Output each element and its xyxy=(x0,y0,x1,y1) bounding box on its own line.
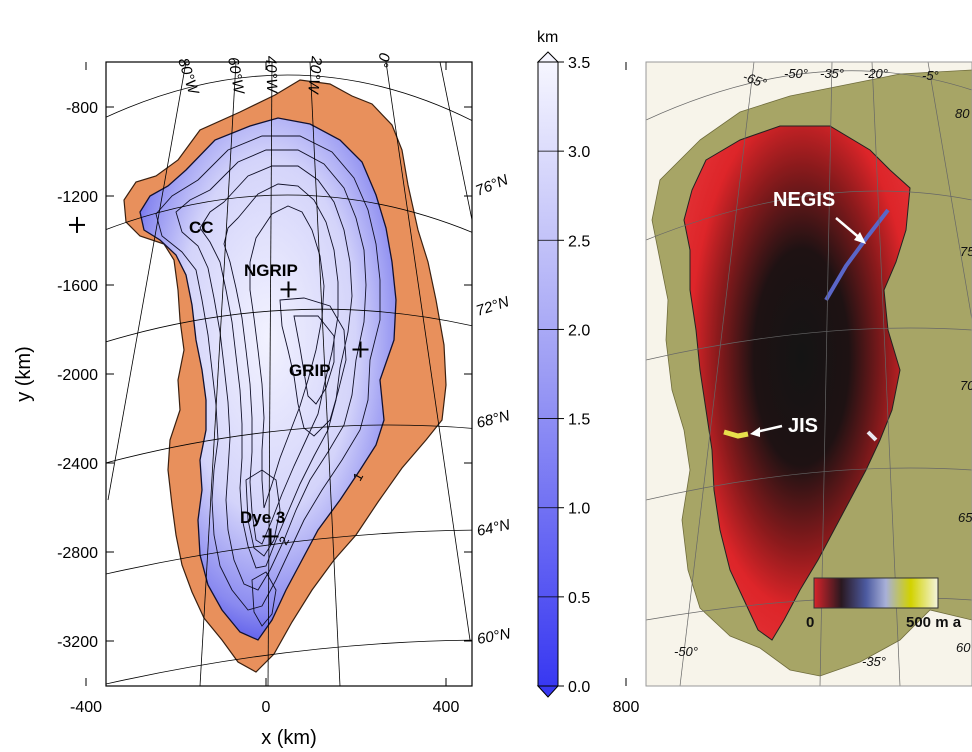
site-label-cc: CC xyxy=(189,218,214,237)
colorbar-tick-label: 2.0 xyxy=(568,322,590,339)
site-label-dye3: Dye 3 xyxy=(240,508,285,527)
lon-label-0: 0° xyxy=(374,51,393,68)
colorbar-bottom-arrow xyxy=(536,685,560,698)
annotation-jis: JIS xyxy=(788,415,818,437)
y-tick-label: -2000 xyxy=(57,367,98,384)
colorbar-top-arrow xyxy=(536,51,560,63)
x-axis-label: x (km) xyxy=(261,727,317,749)
colorbar: km 3.5 3.0 2.5 2.0 1.5 1.0 0.5 0.0 xyxy=(536,29,590,698)
y-tick-label: -800 xyxy=(66,100,98,117)
lat-label-68n: 68°N xyxy=(475,407,512,432)
lon-label-40w: 40°W xyxy=(262,56,280,95)
x-tick-label: 400 xyxy=(433,699,460,716)
site-marker-grip xyxy=(352,341,369,358)
southeast-stream xyxy=(866,430,878,442)
right-map-frame xyxy=(645,61,972,687)
right-lon-label-20: -20° xyxy=(864,66,888,81)
colorbar-tick-label: 3.5 xyxy=(568,55,590,72)
jis-arrow xyxy=(755,424,783,434)
site-marker-cc xyxy=(69,216,85,233)
left-map: 1 2 CC NGRIP GRIP Dye 3 80°W 60°W 40°W 2… xyxy=(13,51,639,749)
ice-sheet xyxy=(139,117,397,641)
y-tick-label: -1200 xyxy=(57,189,98,206)
jis-arrowhead xyxy=(750,427,760,437)
left-graticule xyxy=(106,62,472,686)
y-tick-label: -1600 xyxy=(57,278,98,295)
y-tick-label: -2400 xyxy=(57,456,98,473)
jis-stream xyxy=(723,429,749,439)
right-lat-label-65: 65 xyxy=(958,510,972,525)
right-lon-label-50: -50° xyxy=(784,66,808,81)
lat-label-64n: 64°N xyxy=(475,516,511,540)
colorbar-gradient xyxy=(537,61,559,687)
right-lat-label-60: 60 xyxy=(956,640,971,655)
velocity-colorbar xyxy=(813,577,939,609)
x-tick-label: 0 xyxy=(262,699,271,716)
lon-label-60w: 60°W xyxy=(224,56,247,97)
site-markers xyxy=(69,216,369,545)
colorbar-unit: km xyxy=(537,29,558,46)
right-lat-label-75: 75 xyxy=(960,244,972,259)
annotation-negis: NEGIS xyxy=(773,189,835,211)
right-lat-label-80: 80 xyxy=(955,106,970,121)
right-lon-label-35-bottom: -35° xyxy=(862,654,886,669)
negis-stream xyxy=(824,208,890,302)
colorbar-tick-label: 2.5 xyxy=(568,233,590,250)
y-axis-label: y (km) xyxy=(13,346,35,402)
velocity-min-label: 0 xyxy=(806,614,814,631)
right-lat-label-70: 70 xyxy=(960,378,972,393)
colorbar-tick-label: 1.0 xyxy=(568,501,590,518)
site-marker-ngrip xyxy=(280,281,297,298)
colorbar-tick-label: 0.0 xyxy=(568,679,590,696)
site-marker-dye3 xyxy=(262,528,279,545)
x-tick-label: -400 xyxy=(70,699,102,716)
colorbar-ticks: 3.5 3.0 2.5 2.0 1.5 1.0 0.5 0.0 xyxy=(538,55,590,696)
site-label-ngrip: NGRIP xyxy=(244,261,298,280)
right-lon-label-50-bottom: -50° xyxy=(674,644,698,659)
x-tick-label: 800 xyxy=(613,699,640,716)
velocity-max-label: 500 m a xyxy=(906,614,962,631)
y-tick-label: -3200 xyxy=(57,634,98,651)
right-lon-label-35: -35° xyxy=(820,66,844,81)
colorbar-tick-label: 1.5 xyxy=(568,412,590,429)
colorbar-tick-label: 3.0 xyxy=(568,144,590,161)
lat-label-76n: 76°N xyxy=(473,171,511,199)
lon-label-20w: 20°W xyxy=(304,55,325,96)
right-lon-label-5: -5° xyxy=(922,68,939,83)
y-tick-label: -2800 xyxy=(57,545,98,562)
right-map: -65° -50° -35° -20° -5° -50° -35° 80 75 … xyxy=(645,61,972,687)
lat-label-72n: 72°N xyxy=(474,293,511,320)
colorbar-tick-label: 0.5 xyxy=(568,590,590,607)
elevation-contours xyxy=(155,135,381,627)
lat-label-60n: 60°N xyxy=(476,625,512,648)
negis-arrowhead xyxy=(854,232,866,244)
site-label-grip: GRIP xyxy=(289,361,331,380)
left-axes: -400 0 400 800 -800 -1200 -1600 -2000 -2400 -2800… xyxy=(57,62,639,716)
